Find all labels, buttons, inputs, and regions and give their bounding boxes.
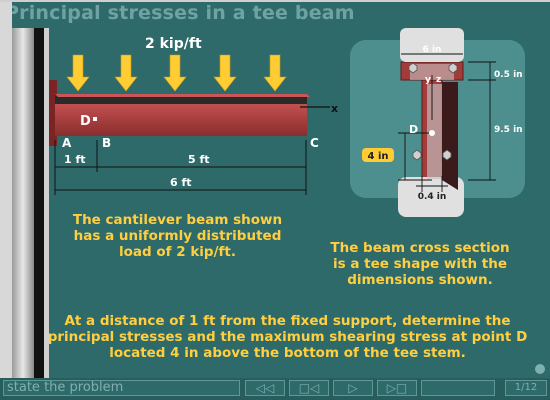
dim-5ft: 5 ft [188, 153, 210, 166]
section-width-label: 6 in [423, 45, 442, 55]
nav-spacer [421, 380, 495, 396]
section-stem-label: 9.5 in [494, 125, 523, 135]
point-d-label: D [80, 114, 91, 129]
page-indicator: 1/12 [505, 380, 547, 396]
load-arrow [263, 54, 287, 92]
distributed-load-arrows [66, 54, 287, 92]
section-y-label: y [425, 75, 431, 85]
navigation-bar: state the problem ◁◁ □◁ ▷ ▷□ 1/12 [0, 378, 550, 400]
cross-section-panel: 6 in y z 0.5 in 9.5 in D 4 in 0.4 in [350, 28, 525, 217]
section-flange-label: 0.5 in [494, 70, 523, 80]
load-arrow [66, 54, 90, 92]
step-status: state the problem [3, 380, 240, 396]
section-d-height-label: 4 in [368, 151, 389, 162]
section-web-label: 0.4 in [418, 192, 447, 202]
load-label: 2 kip/ft [145, 36, 202, 52]
indicator-dot [535, 364, 545, 374]
x-axis-label: x [331, 102, 338, 115]
next-step-button[interactable]: ▷ [333, 380, 373, 396]
load-arrow [213, 54, 237, 92]
point-b-label: B [102, 136, 111, 150]
problem-text-section: The beam cross section is a tee shape wi… [330, 240, 510, 288]
bracket-plate-top [400, 28, 464, 62]
previous-step-button[interactable]: □◁ [289, 380, 329, 396]
dimension-lines [54, 140, 307, 195]
point-c-label: C [310, 136, 319, 150]
dim-6ft: 6 ft [170, 176, 192, 189]
last-step-button[interactable]: ▷□ [377, 380, 417, 396]
dim-1ft: 1 ft [64, 153, 86, 166]
load-arrow [114, 54, 138, 92]
bracket-plate-bottom [398, 177, 464, 217]
page-title: Principal stresses in a tee beam [5, 2, 355, 24]
point-a-label: A [62, 136, 72, 150]
point-d-marker [93, 117, 97, 121]
load-arrow [163, 54, 187, 92]
problem-text-load: The cantilever beam shown has a uniforml… [72, 212, 283, 260]
section-d-label: D [409, 123, 418, 136]
cantilever-beam [49, 80, 310, 146]
problem-text-question: At a distance of 1 ft from the fixed sup… [47, 313, 528, 361]
section-z-label: z [436, 75, 441, 85]
first-step-button[interactable]: ◁◁ [245, 380, 285, 396]
